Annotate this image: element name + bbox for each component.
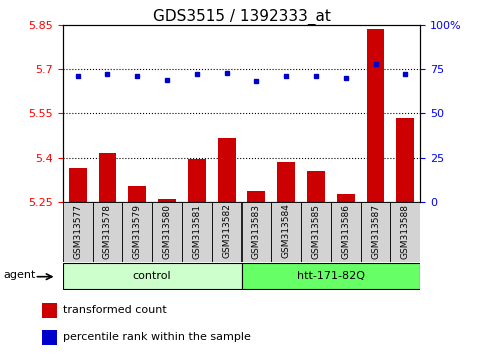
Bar xyxy=(390,202,420,262)
Bar xyxy=(212,202,242,262)
Bar xyxy=(397,118,414,202)
Text: GSM313580: GSM313580 xyxy=(163,204,171,258)
Bar xyxy=(93,202,122,262)
Bar xyxy=(152,202,182,262)
Bar xyxy=(367,29,384,202)
Text: transformed count: transformed count xyxy=(63,305,167,315)
Bar xyxy=(331,202,361,262)
Bar xyxy=(301,202,331,262)
Text: GSM313588: GSM313588 xyxy=(401,204,410,258)
Bar xyxy=(361,202,390,262)
Text: GSM313583: GSM313583 xyxy=(252,204,261,258)
Bar xyxy=(271,202,301,262)
Bar xyxy=(122,202,152,262)
Text: GSM313577: GSM313577 xyxy=(73,204,82,258)
Bar xyxy=(42,303,57,318)
Text: percentile rank within the sample: percentile rank within the sample xyxy=(63,332,251,342)
Title: GDS3515 / 1392333_at: GDS3515 / 1392333_at xyxy=(153,8,330,25)
Bar xyxy=(63,202,93,262)
Text: GSM313578: GSM313578 xyxy=(103,204,112,258)
Bar xyxy=(307,171,325,202)
Bar xyxy=(99,153,116,202)
Bar xyxy=(128,185,146,202)
Text: GSM313581: GSM313581 xyxy=(192,204,201,258)
Bar xyxy=(69,168,86,202)
Text: htt-171-82Q: htt-171-82Q xyxy=(297,271,365,281)
Bar xyxy=(218,138,236,202)
Bar xyxy=(247,192,265,202)
Bar xyxy=(337,194,355,202)
Text: GSM313582: GSM313582 xyxy=(222,204,231,258)
Bar xyxy=(277,162,295,202)
Text: agent: agent xyxy=(3,270,36,280)
Text: control: control xyxy=(133,271,171,281)
Text: GSM313584: GSM313584 xyxy=(282,204,291,258)
Text: GSM313579: GSM313579 xyxy=(133,204,142,258)
Bar xyxy=(158,199,176,202)
Bar xyxy=(182,202,212,262)
Text: GSM313587: GSM313587 xyxy=(371,204,380,258)
Bar xyxy=(42,330,57,345)
Bar xyxy=(188,159,206,202)
Bar xyxy=(242,263,420,289)
Bar xyxy=(242,202,271,262)
Text: GSM313585: GSM313585 xyxy=(312,204,320,258)
Text: GSM313586: GSM313586 xyxy=(341,204,350,258)
Bar xyxy=(63,263,242,289)
